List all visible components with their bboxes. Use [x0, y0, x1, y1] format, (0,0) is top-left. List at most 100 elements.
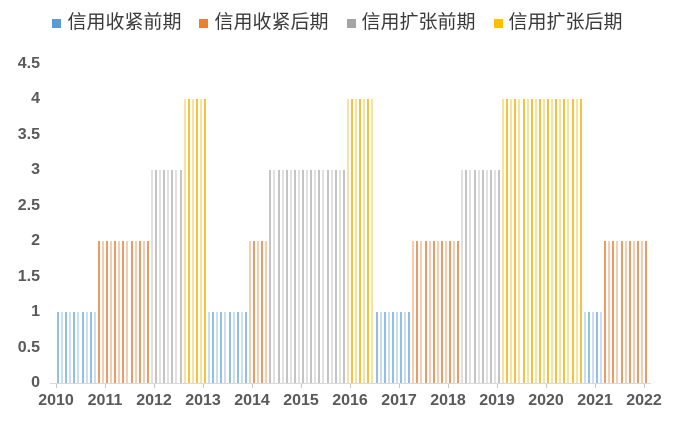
month-bar — [391, 312, 394, 383]
month-bar — [338, 170, 341, 383]
month-bar — [69, 312, 72, 383]
month-bar — [257, 241, 260, 383]
month-bar — [404, 312, 407, 383]
x-axis-label: 2010 — [38, 392, 74, 409]
month-bar — [412, 241, 415, 383]
month-bar — [97, 241, 100, 383]
month-bar — [220, 312, 223, 383]
x-axis-tick — [252, 384, 253, 388]
month-bar — [547, 99, 549, 383]
month-bar — [424, 241, 427, 383]
x-axis-label: 2022 — [626, 392, 662, 409]
legend-swatch-icon — [346, 18, 356, 28]
month-bar — [571, 99, 574, 383]
month-bar — [600, 312, 603, 383]
month-bar — [253, 241, 255, 383]
month-bar — [126, 241, 129, 383]
month-bar — [436, 241, 439, 383]
month-bar — [265, 241, 268, 383]
month-bar — [457, 241, 460, 383]
x-axis-label: 2019 — [479, 392, 515, 409]
month-bar — [106, 241, 108, 383]
month-bar — [195, 99, 198, 383]
month-bar — [289, 170, 292, 383]
month-bar — [187, 99, 190, 383]
month-bar — [371, 99, 374, 383]
month-bar — [146, 241, 149, 383]
month-bar — [314, 170, 317, 383]
month-bar — [297, 170, 300, 383]
x-axis-tick — [546, 384, 547, 388]
y-axis-label: 0.5 — [17, 338, 40, 356]
x-axis-tick — [56, 384, 57, 388]
month-bar — [110, 241, 113, 383]
month-bar — [224, 312, 227, 383]
month-bar — [432, 241, 435, 383]
x-axis-tick — [595, 384, 596, 388]
y-axis-label: 4 — [31, 90, 40, 108]
x-axis-tick — [105, 384, 106, 388]
legend-swatch-icon — [493, 18, 503, 28]
x-axis-line — [50, 383, 651, 384]
x-axis-label: 2014 — [234, 392, 270, 409]
month-bar — [273, 170, 276, 383]
month-bar — [616, 241, 619, 383]
month-bar — [293, 170, 296, 383]
month-bar — [555, 99, 558, 383]
x-axis-tick — [399, 384, 400, 388]
month-bar — [167, 170, 170, 383]
legend-item-credit-expansion-late: 信用扩张后期 — [493, 12, 623, 34]
month-bar — [583, 312, 586, 383]
month-bar — [122, 241, 125, 383]
month-bar — [416, 241, 419, 383]
month-bar — [183, 99, 186, 383]
x-axis-label: 2013 — [185, 392, 221, 409]
x-axis-label: 2016 — [332, 392, 368, 409]
month-bar — [310, 170, 313, 383]
month-bar — [163, 170, 166, 383]
legend-label: 信用扩张前期 — [361, 12, 476, 33]
month-bar — [400, 312, 402, 383]
x-axis-tick — [203, 384, 204, 388]
x-axis-tick — [301, 384, 302, 388]
month-bar — [461, 170, 464, 383]
month-bar — [538, 99, 541, 383]
month-bar — [322, 170, 325, 383]
month-bar — [485, 170, 488, 383]
month-bar — [608, 241, 611, 383]
month-bar — [420, 241, 423, 383]
month-bar — [277, 170, 280, 383]
month-bar — [563, 99, 566, 383]
legend-item-credit-tightening-late: 信用收紧后期 — [199, 12, 329, 34]
x-axis-label: 2020 — [528, 392, 564, 409]
month-bar — [469, 170, 472, 383]
month-bar — [244, 312, 247, 383]
month-bar — [579, 99, 582, 383]
x-axis-label: 2017 — [381, 392, 417, 409]
month-bar — [306, 170, 309, 383]
month-bar — [526, 99, 529, 383]
month-bar — [387, 312, 390, 383]
month-bar — [510, 99, 513, 383]
month-bar — [285, 170, 288, 383]
x-axis-label: 2018 — [430, 392, 466, 409]
month-bar — [628, 241, 631, 383]
month-bar — [212, 312, 215, 383]
month-bar — [567, 99, 570, 383]
month-bar — [444, 241, 447, 383]
x-axis-label: 2021 — [577, 392, 613, 409]
month-bar — [493, 170, 496, 383]
x-axis-label: 2015 — [283, 392, 319, 409]
month-bar — [248, 241, 251, 383]
month-bar — [489, 170, 492, 383]
legend-swatch-icon — [199, 18, 209, 28]
y-axis-label: 2 — [31, 232, 40, 250]
month-bar — [261, 241, 264, 383]
month-bar — [587, 312, 590, 383]
month-bar — [77, 312, 80, 383]
month-bar — [363, 99, 366, 383]
x-axis-tick — [154, 384, 155, 388]
month-bar — [236, 312, 239, 383]
month-bar — [134, 241, 137, 383]
month-bar — [522, 99, 525, 383]
